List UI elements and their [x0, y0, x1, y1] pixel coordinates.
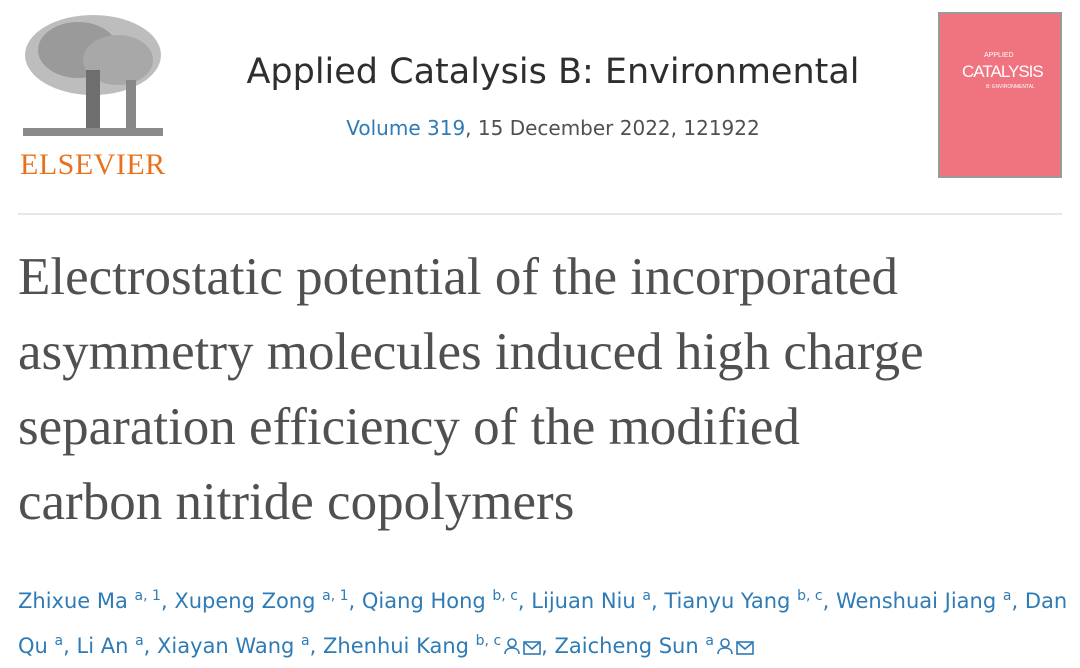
author: Xiayan Wang a, [157, 633, 317, 658]
title-line: Electrostatic potential of the incorpora… [18, 248, 899, 306]
affiliation[interactable]: a [54, 633, 64, 649]
elsevier-logo [18, 10, 168, 140]
author-list: Zhixue Ma a, 1, Xupeng Zong a, 1, Qiang … [18, 576, 1068, 668]
author: Zhenhui Kang b, c, [323, 633, 548, 658]
separator: , [63, 634, 70, 658]
affiliation[interactable]: b, c [797, 588, 823, 604]
author: Zhixue Ma a, 1, [18, 588, 168, 613]
author: Lijuan Niu a, [531, 588, 658, 613]
separator: , [1011, 589, 1019, 613]
affiliation[interactable]: a [705, 633, 714, 649]
author: Xupeng Zong a, 1, [174, 588, 356, 613]
article-title: Electrostatic potential of the incorpora… [18, 240, 924, 540]
author-icon[interactable] [504, 628, 520, 668]
author-name[interactable]: Xupeng Zong [174, 589, 316, 613]
affiliation[interactable]: a [135, 633, 144, 649]
author: Li An a, [76, 633, 151, 658]
email-icon[interactable] [523, 628, 541, 668]
author: Qiang Hong b, c, [361, 588, 525, 613]
author-name[interactable]: Li An [76, 634, 129, 658]
author-name[interactable]: Zhenhui Kang [323, 634, 469, 658]
divider [18, 213, 1062, 215]
volume-link[interactable]: Volume 319 [346, 116, 466, 140]
separator: , [650, 589, 658, 613]
affiliation[interactable]: a, 1 [322, 588, 349, 604]
author: Zaicheng Sun a [554, 633, 754, 658]
separator: , [160, 589, 168, 613]
cover-text: B: ENVIRONMENTAL [986, 84, 1035, 90]
separator: , [348, 589, 356, 613]
author-name[interactable]: Dan Qu [18, 589, 1068, 658]
issue-info: , 15 December 2022, 121922 [465, 116, 760, 140]
author-name[interactable]: Xiayan Wang [157, 634, 295, 658]
journal-cover[interactable]: APPLIED CATALYSIS B: ENVIRONMENTAL [938, 12, 1062, 178]
author-name[interactable]: Qiang Hong [361, 589, 486, 613]
separator: , [309, 634, 317, 658]
title-line: carbon nitride copolymers [18, 473, 575, 531]
volume-line: Volume 319, 15 December 2022, 121922 [180, 116, 926, 140]
publisher: ELSEVIER [20, 148, 166, 181]
author-name[interactable]: Zaicheng Sun [554, 634, 699, 658]
title-line: asymmetry molecules induced high charge [18, 323, 924, 381]
author-name[interactable]: Tianyu Yang [664, 589, 791, 613]
affiliation[interactable]: a [301, 633, 310, 649]
affiliation[interactable]: a [1002, 588, 1012, 604]
author: Wenshuai Jiang a, [835, 588, 1019, 613]
affiliation[interactable]: a, 1 [134, 588, 161, 604]
author: Dan Qu a, [18, 589, 1067, 658]
author-name[interactable]: Lijuan Niu [531, 589, 636, 613]
author-icon[interactable] [717, 628, 733, 668]
separator: , [143, 634, 151, 658]
separator: , [822, 589, 830, 613]
author-name[interactable]: Zhixue Ma [18, 589, 128, 613]
journal-title[interactable]: Applied Catalysis B: Environmental [246, 52, 860, 92]
separator: , [517, 589, 525, 613]
separator: , [541, 634, 548, 658]
author: Tianyu Yang b, c, [664, 588, 830, 613]
affiliation[interactable]: b, c [492, 588, 518, 604]
email-icon[interactable] [736, 628, 754, 668]
cover-text: CATALYSIS [962, 62, 1044, 81]
affiliation[interactable]: a [642, 588, 651, 604]
affiliation[interactable]: b, c [475, 633, 502, 649]
title-line: separation efficiency of the modified [18, 398, 800, 456]
cover-text: APPLIED [984, 52, 1014, 59]
author-name[interactable]: Wenshuai Jiang [835, 589, 997, 613]
